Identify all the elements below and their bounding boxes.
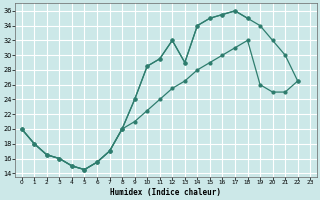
X-axis label: Humidex (Indice chaleur): Humidex (Indice chaleur) bbox=[110, 188, 221, 197]
